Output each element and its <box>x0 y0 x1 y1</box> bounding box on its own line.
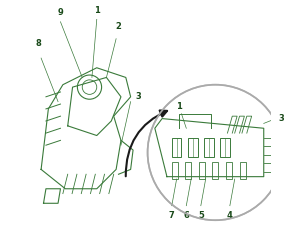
Bar <box>199 162 205 179</box>
Bar <box>204 138 214 157</box>
Bar <box>239 162 246 179</box>
Bar <box>172 138 182 157</box>
Bar <box>212 162 218 179</box>
Text: 1: 1 <box>94 6 100 15</box>
Text: 5: 5 <box>198 211 204 219</box>
Text: 1: 1 <box>176 102 182 111</box>
Bar <box>172 162 178 179</box>
Text: 3: 3 <box>278 114 284 123</box>
Text: 7: 7 <box>169 211 175 219</box>
Bar <box>188 138 198 157</box>
Bar <box>185 162 191 179</box>
Text: 9: 9 <box>58 8 63 17</box>
Text: 3: 3 <box>136 92 141 101</box>
Text: 2: 2 <box>116 23 122 31</box>
Text: 6: 6 <box>183 211 189 219</box>
Bar <box>226 162 232 179</box>
Text: 8: 8 <box>36 39 42 48</box>
Text: 4: 4 <box>227 211 233 219</box>
Bar <box>220 138 230 157</box>
